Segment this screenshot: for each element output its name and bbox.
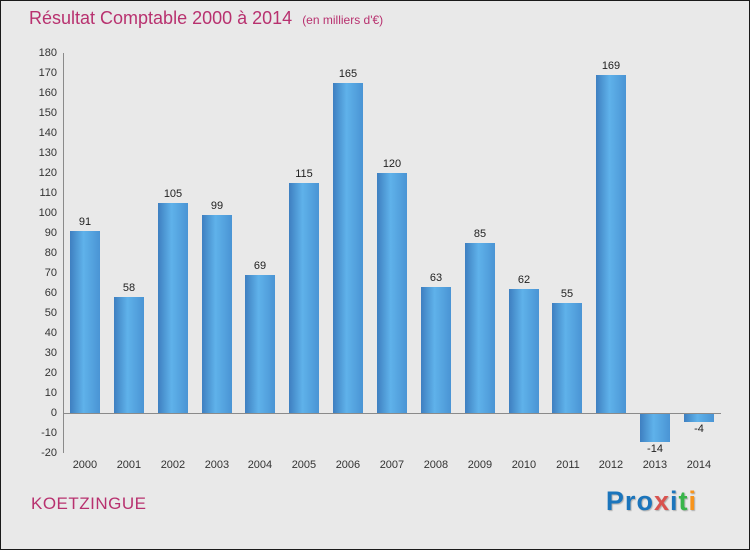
bar-2010	[509, 289, 539, 413]
y-tick-label: 40	[44, 327, 57, 339]
bar-value-label: 99	[210, 200, 224, 212]
bar-value-label: 85	[473, 228, 487, 240]
bar-value-label: 69	[253, 260, 267, 272]
y-tick-label: 0	[50, 407, 57, 419]
bar-2003	[202, 215, 232, 413]
y-tick-label: 150	[38, 107, 57, 119]
x-tick-label: 2005	[291, 459, 317, 471]
chart-title: Résultat Comptable 2000 à 2014	[29, 8, 293, 28]
y-tick-label: 170	[38, 67, 57, 79]
x-tick-label: 2011	[556, 459, 580, 471]
bar-2008	[421, 287, 451, 413]
y-tick-label: 10	[44, 387, 57, 399]
y-tick-label: 20	[44, 367, 57, 379]
x-tick-label: 2012	[598, 459, 624, 471]
bar-2011	[552, 303, 582, 413]
y-tick-label: 50	[44, 307, 57, 319]
bar-value-label: 165	[338, 68, 358, 80]
y-tick-label: -10	[41, 427, 57, 439]
bar-2002	[158, 203, 188, 413]
company-name: KOETZINGUE	[31, 494, 147, 513]
x-tick-label: 2006	[335, 459, 361, 471]
bar-2004	[245, 275, 275, 413]
x-tick-label: 2003	[204, 459, 230, 471]
x-tick-label: 2009	[467, 459, 493, 471]
logo-letter: i	[688, 486, 697, 516]
y-tick-label: 180	[38, 47, 57, 59]
x-tick-label: 2000	[72, 459, 98, 471]
bar-value-label: -14	[647, 443, 663, 455]
bar-value-label: 169	[601, 60, 621, 72]
y-tick-label: 130	[38, 147, 57, 159]
y-tick-label: 110	[39, 187, 57, 199]
logo-letter: i	[669, 486, 679, 516]
y-tick-label: 80	[44, 247, 57, 259]
logo-letter: o	[636, 486, 654, 516]
bar-2000	[70, 231, 100, 413]
logo-letter: t	[678, 486, 689, 516]
bar-value-label: 55	[560, 288, 574, 300]
bar-2006	[333, 83, 363, 413]
logo-letter: r	[624, 486, 637, 516]
bar-2009	[465, 243, 495, 413]
bar-value-label: 105	[163, 188, 183, 200]
bar-2013	[640, 414, 670, 442]
bar-2012	[596, 75, 626, 413]
zero-axis-line	[63, 413, 721, 414]
y-tick-label: 120	[38, 167, 57, 179]
y-tick-label: 60	[44, 287, 57, 299]
y-tick-label: 160	[38, 87, 57, 99]
chart-header: Résultat Comptable 2000 à 2014 (en milli…	[29, 8, 383, 29]
bar-2005	[289, 183, 319, 413]
bar-2014	[684, 414, 714, 422]
proxiti-logo: Proxiti	[606, 486, 697, 517]
x-tick-label: 2007	[379, 459, 405, 471]
x-tick-label: 2010	[511, 459, 537, 471]
bar-value-label: 62	[517, 274, 531, 286]
logo-letter: P	[605, 486, 625, 516]
bar-2007	[377, 173, 407, 413]
bar-value-label: -4	[694, 423, 704, 435]
y-axis-line	[63, 53, 64, 453]
bar-value-label: 63	[429, 272, 443, 284]
bar-value-label: 58	[122, 282, 136, 294]
logo-letter: x	[653, 486, 670, 516]
x-tick-label: 2002	[160, 459, 186, 471]
y-tick-label: 140	[38, 127, 57, 139]
x-tick-label: 2004	[247, 459, 273, 471]
bar-value-label: 115	[295, 168, 313, 180]
y-tick-label: -20	[41, 447, 57, 459]
bar-value-label: 120	[382, 158, 402, 170]
bar-value-label: 91	[78, 216, 92, 228]
y-tick-label: 100	[38, 207, 57, 219]
x-tick-label: 2013	[642, 459, 668, 471]
x-tick-label: 2008	[423, 459, 449, 471]
y-tick-label: 90	[44, 227, 57, 239]
x-tick-label: 2014	[686, 459, 712, 471]
x-tick-label: 2001	[116, 459, 142, 471]
bar-2001	[114, 297, 144, 413]
y-tick-label: 30	[44, 347, 57, 359]
y-tick-label: 70	[44, 267, 57, 279]
chart-subtitle: (en milliers d'€)	[302, 13, 384, 27]
